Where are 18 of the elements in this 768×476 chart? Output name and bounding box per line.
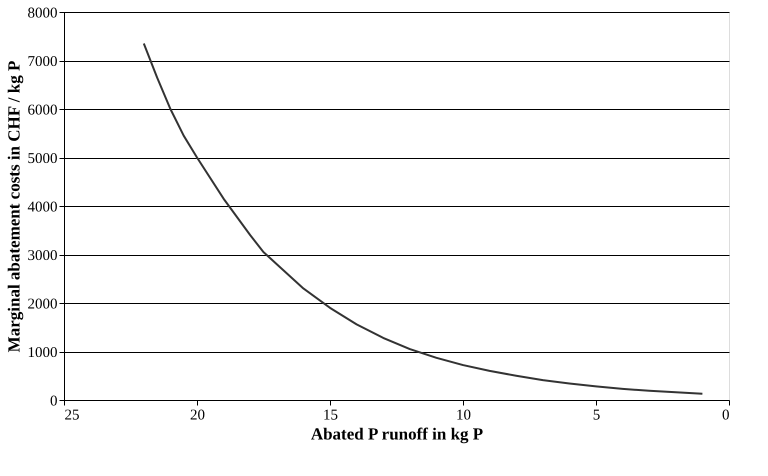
y-tick-label: 4000 bbox=[28, 200, 58, 216]
y-tick-label: 2000 bbox=[28, 296, 58, 312]
x-tick-label: 10 bbox=[456, 408, 471, 424]
x-tick-label: 15 bbox=[323, 408, 338, 424]
x-axis-title: Abated P runoff in kg P bbox=[310, 424, 484, 444]
y-axis-title: Marginal abatement costs in CHF / kg P bbox=[4, 60, 24, 352]
y-tick-label: 8000 bbox=[28, 6, 58, 22]
line-series bbox=[142, 42, 704, 395]
x-tick-label: 20 bbox=[190, 408, 205, 424]
y-tick-label: 5000 bbox=[28, 151, 58, 167]
y-tick-label: 3000 bbox=[28, 248, 58, 264]
x-tick-label: 0 bbox=[722, 408, 730, 424]
x-tick-label: 25 bbox=[64, 408, 80, 424]
y-tick-label: 1000 bbox=[28, 345, 58, 361]
y-tick-label: 6000 bbox=[28, 102, 58, 118]
x-tick-label: 5 bbox=[592, 408, 600, 424]
y-tick-label: 7000 bbox=[28, 54, 58, 70]
y-tick-label: 0 bbox=[50, 394, 58, 410]
